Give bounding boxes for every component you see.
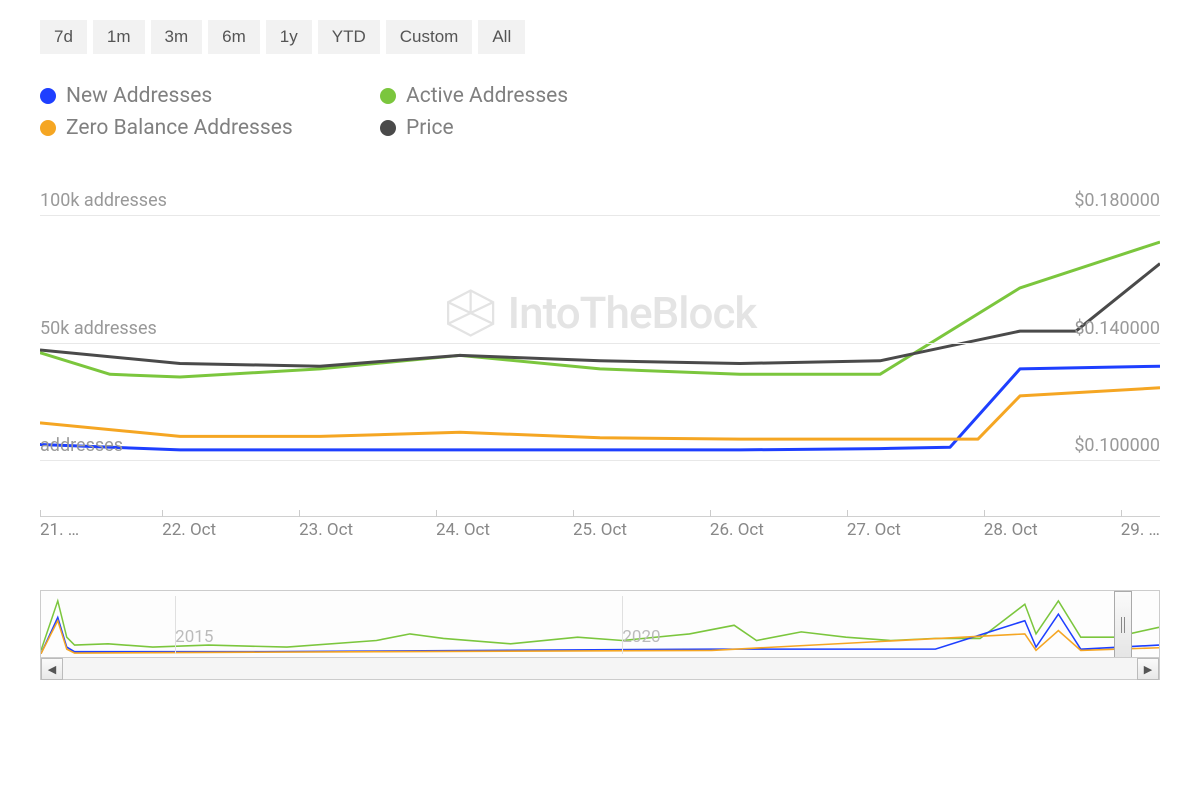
timeline-label: 2020 bbox=[622, 627, 660, 647]
mini-chart bbox=[41, 591, 1159, 657]
range-ytd[interactable]: YTD bbox=[318, 20, 380, 54]
legend: New Addresses Active Addresses Zero Balanc… bbox=[40, 84, 1160, 140]
range-3m[interactable]: 3m bbox=[151, 20, 203, 54]
scroll-right-button[interactable]: ▶ bbox=[1137, 658, 1159, 680]
x-tick: 26. Oct bbox=[710, 520, 764, 540]
range-7d[interactable]: 7d bbox=[40, 20, 87, 54]
legend-dot bbox=[40, 120, 56, 136]
x-tick: 21. … bbox=[40, 520, 79, 540]
timeline-handle[interactable] bbox=[1114, 591, 1132, 659]
timeline-divider bbox=[175, 596, 176, 654]
x-tick: 22. Oct bbox=[162, 520, 216, 540]
x-tick: 24. Oct bbox=[436, 520, 490, 540]
timeline-divider bbox=[622, 596, 623, 654]
legend-dot bbox=[380, 120, 396, 136]
gridline bbox=[40, 343, 1160, 344]
x-tick: 25. Oct bbox=[573, 520, 627, 540]
range-6m[interactable]: 6m bbox=[208, 20, 260, 54]
range-all[interactable]: All bbox=[478, 20, 525, 54]
main-chart: IntoTheBlock 21. …22. Oct23. Oct24. Oct2… bbox=[40, 190, 1160, 540]
y-right-label: $0.100000 bbox=[1074, 435, 1160, 456]
legend-active-addresses[interactable]: Active Addresses bbox=[380, 84, 660, 108]
y-right-label: $0.180000 bbox=[1074, 190, 1160, 211]
y-left-label: 100k addresses bbox=[40, 190, 167, 211]
legend-price[interactable]: Price bbox=[380, 116, 660, 140]
legend-label: Price bbox=[406, 116, 454, 140]
gridline bbox=[40, 460, 1160, 461]
x-tick: 27. Oct bbox=[847, 520, 901, 540]
legend-zero-balance-addresses[interactable]: Zero Balance Addresses bbox=[40, 116, 360, 140]
overview-timeline[interactable]: ◀ ▶ 2015 2020 bbox=[40, 590, 1160, 680]
legend-new-addresses[interactable]: New Addresses bbox=[40, 84, 360, 108]
y-right-label: $0.140000 bbox=[1074, 318, 1160, 339]
legend-label: Zero Balance Addresses bbox=[66, 116, 293, 140]
x-tick: 23. Oct bbox=[299, 520, 353, 540]
legend-dot bbox=[380, 88, 396, 104]
y-left-label: addresses bbox=[40, 435, 123, 456]
range-1y[interactable]: 1y bbox=[266, 20, 312, 54]
gridline bbox=[40, 215, 1160, 216]
timeline-scrollbar: ◀ ▶ bbox=[41, 657, 1159, 679]
legend-dot bbox=[40, 88, 56, 104]
chart-lines bbox=[40, 215, 1160, 485]
legend-label: Active Addresses bbox=[406, 84, 568, 108]
timeline-label: 2015 bbox=[175, 627, 213, 647]
x-tick: 28. Oct bbox=[984, 520, 1038, 540]
legend-label: New Addresses bbox=[66, 84, 212, 108]
y-left-label: 50k addresses bbox=[40, 318, 157, 339]
range-1m[interactable]: 1m bbox=[93, 20, 145, 54]
x-axis: 21. … 22. Oct 23. Oct 24. Oct 25. Oct 26. Oct… bbox=[40, 516, 1160, 540]
x-tick: 29. … bbox=[1121, 520, 1160, 540]
time-range-buttons: 7d1m3m6m1yYTDCustomAll bbox=[40, 20, 1160, 54]
range-custom[interactable]: Custom bbox=[386, 20, 473, 54]
scroll-left-button[interactable]: ◀ bbox=[41, 658, 63, 680]
